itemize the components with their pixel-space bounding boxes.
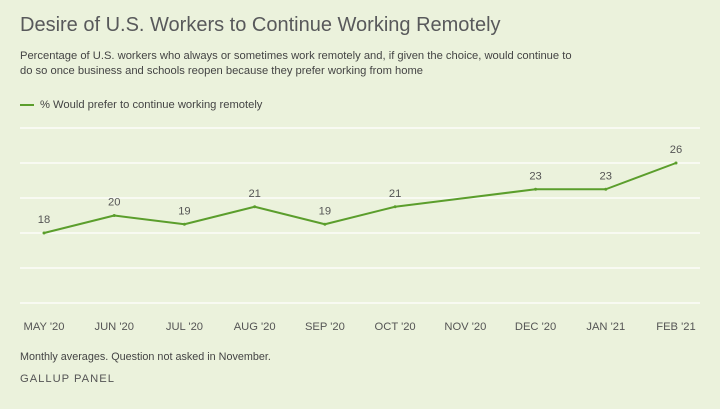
footnote: Monthly averages. Question not asked in …: [20, 351, 271, 363]
data-label: 26: [670, 144, 682, 156]
x-tick-label: JUL '20: [166, 321, 203, 333]
series-line: [43, 162, 677, 234]
data-label: 23: [529, 170, 541, 182]
data-label: 19: [319, 205, 331, 217]
x-tick-label: FEB '21: [656, 321, 695, 333]
legend-swatch: [20, 104, 34, 106]
data-label: 23: [600, 170, 612, 182]
data-point: [534, 187, 538, 191]
x-tick-label: MAY '20: [24, 321, 65, 333]
x-tick-label: DEC '20: [515, 321, 556, 333]
data-point: [393, 205, 397, 209]
source-label: GALLUP PANEL: [20, 373, 115, 385]
data-point: [674, 161, 678, 165]
x-tick-label: JUN '20: [94, 321, 133, 333]
chart-subtitle: Percentage of U.S. workers who always or…: [20, 50, 572, 77]
data-label: 21: [389, 188, 401, 200]
data-point: [323, 222, 327, 226]
legend: % Would prefer to continue working remot…: [20, 99, 262, 111]
x-tick-label: NOV '20: [444, 321, 486, 333]
data-point: [253, 205, 257, 209]
chart-title: Desire of U.S. Workers to Continue Worki…: [20, 14, 501, 36]
data-point: [42, 231, 46, 235]
data-point: [182, 222, 186, 226]
data-point: [112, 214, 116, 217]
data-label: 19: [178, 205, 190, 217]
data-point: [604, 187, 608, 191]
x-tick-label: AUG '20: [234, 321, 276, 333]
data-label: 18: [38, 214, 50, 226]
data-label: 20: [108, 197, 120, 209]
x-tick-label: OCT '20: [375, 321, 416, 333]
data-label: 21: [248, 188, 260, 200]
x-tick-label: SEP '20: [305, 321, 345, 333]
x-tick-label: JAN '21: [586, 321, 625, 333]
legend-label: % Would prefer to continue working remot…: [40, 99, 263, 111]
